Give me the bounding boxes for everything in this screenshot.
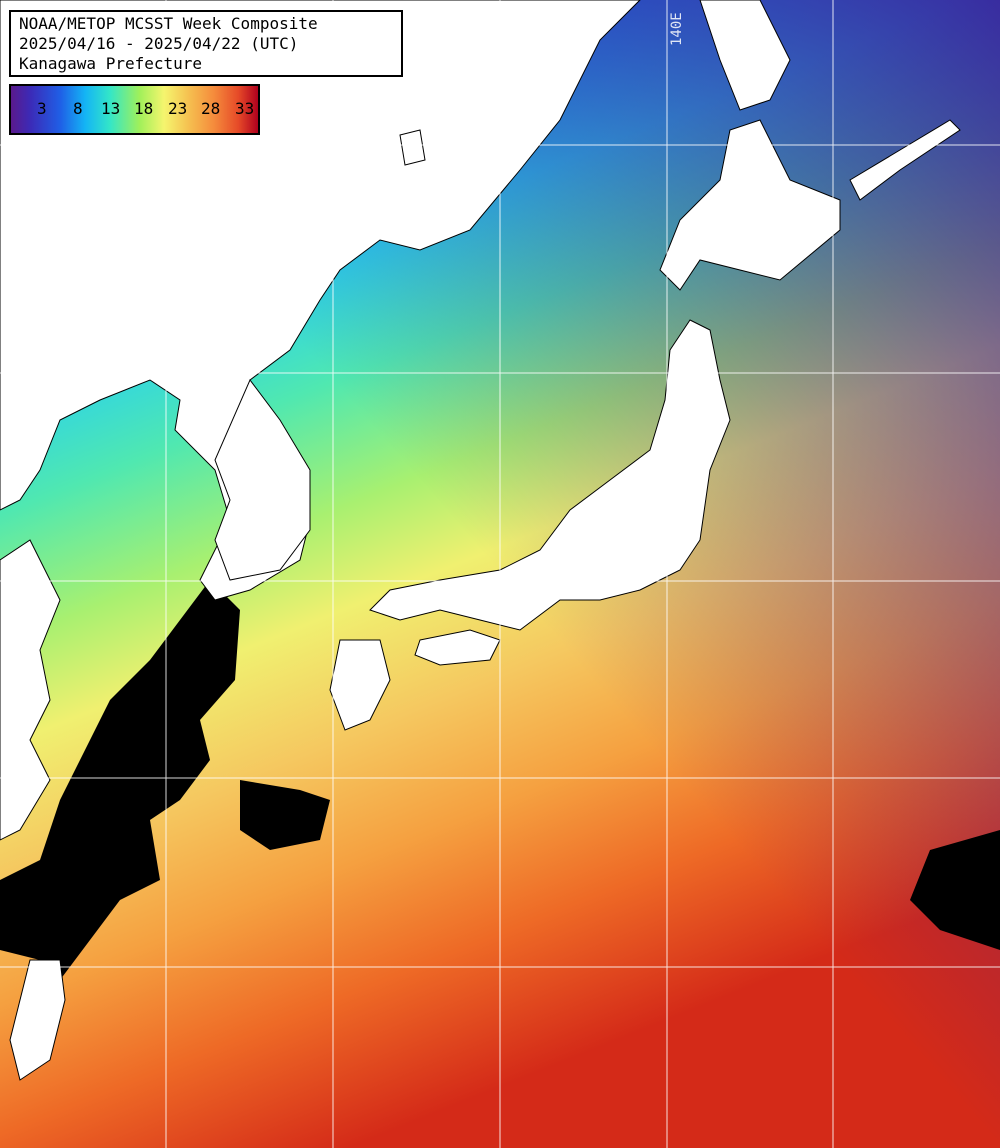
land	[0, 0, 961, 1081]
title-line-2: 2025/04/16 - 2025/04/22 (UTC)	[19, 34, 299, 53]
taiwan	[9, 959, 66, 1081]
kyushu	[329, 639, 391, 731]
honshu	[369, 319, 731, 631]
colorbar-tick: 18	[134, 99, 154, 118]
title-line-3: Kanagawa Prefecture	[19, 54, 203, 73]
hokkaido	[659, 119, 841, 291]
no-data-regions	[0, 580, 1000, 980]
kuril-islands	[849, 119, 961, 201]
shikoku	[414, 629, 501, 666]
title-line-1: NOAA/METOP MCSST Week Composite	[19, 14, 318, 33]
colorbar-tick: 13	[101, 99, 121, 118]
title-box: NOAA/METOP MCSST Week Composite 2025/04/…	[9, 10, 403, 77]
colorbar-tick: 23	[168, 99, 188, 118]
latitude-label: 0N	[18, 353, 35, 369]
korea	[214, 379, 311, 581]
longitude-label: 140E	[669, 12, 685, 46]
colorbar-tick: 33	[235, 99, 255, 118]
asia-mainland	[0, 0, 641, 601]
temperature-colorbar: 3 8 13 18 23 28 33	[9, 84, 260, 135]
colorbar-tick: 8	[73, 99, 83, 118]
sakhalin	[699, 0, 791, 111]
china-coast	[0, 539, 61, 841]
colorbar-tick: 28	[201, 99, 221, 118]
colorbar-tick: 3	[37, 99, 47, 118]
